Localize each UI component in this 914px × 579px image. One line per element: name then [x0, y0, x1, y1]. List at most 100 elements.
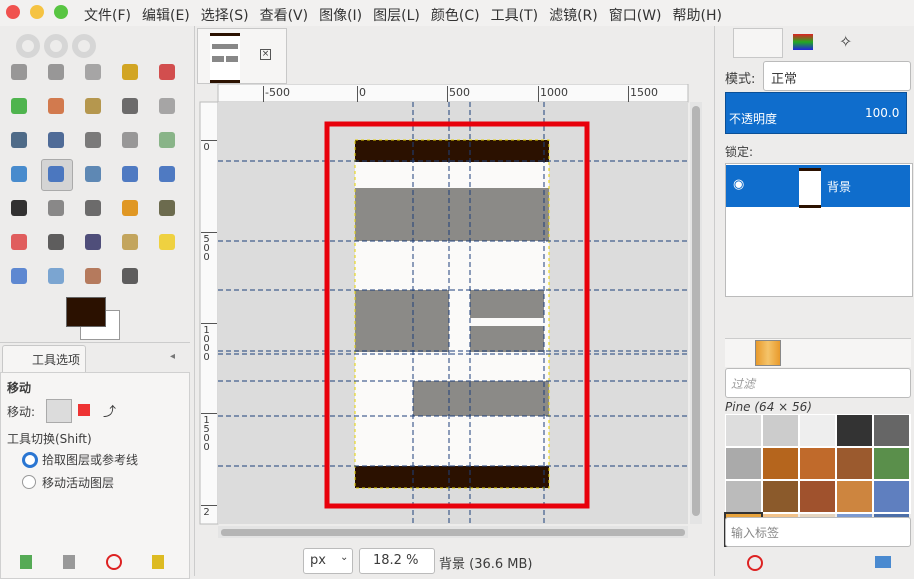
delete-button[interactable]	[106, 554, 122, 570]
channels-tab[interactable]	[793, 34, 813, 50]
tool-button[interactable]	[85, 64, 101, 80]
pattern-swatch[interactable]	[726, 448, 761, 479]
pattern-swatch[interactable]	[874, 415, 909, 446]
menu-item[interactable]: 编辑(E)	[141, 8, 190, 24]
tool-button[interactable]	[122, 200, 138, 216]
menu-item[interactable]: 文件(F)	[84, 8, 131, 24]
status-bar: px ⌄ 18.2 % 背景 (36.6 MB)	[195, 546, 710, 576]
pattern-swatch[interactable]	[800, 448, 835, 479]
thumb-block	[226, 56, 238, 62]
unit-box[interactable]	[303, 548, 353, 574]
zoom-box[interactable]	[359, 548, 435, 574]
tool-button[interactable]	[159, 98, 175, 114]
tool-button[interactable]	[48, 64, 64, 80]
v-thumb[interactable]	[692, 106, 700, 516]
pattern-swatch[interactable]	[874, 448, 909, 479]
h-thumb[interactable]	[221, 529, 685, 536]
thumb-block	[212, 56, 224, 62]
tool-button[interactable]	[48, 132, 64, 148]
save-button[interactable]	[20, 555, 32, 569]
menu-item[interactable]: 工具(T)	[490, 8, 539, 24]
menu-item[interactable]: 窗口(W)	[608, 8, 662, 24]
minimize-button[interactable]	[30, 5, 44, 19]
tool-button[interactable]	[122, 132, 138, 148]
pattern-swatch[interactable]	[800, 481, 835, 512]
tool-button[interactable]	[159, 200, 175, 216]
paths-tab[interactable]: ✧	[839, 32, 853, 51]
tool-button[interactable]	[85, 234, 101, 250]
close-button[interactable]	[6, 5, 20, 19]
tool-button[interactable]	[48, 200, 64, 216]
layer-mode[interactable]	[46, 399, 72, 423]
pattern-swatch[interactable]	[837, 448, 872, 479]
tool-button[interactable]	[159, 132, 175, 148]
pattern-swatch[interactable]	[763, 448, 798, 479]
tool-button[interactable]	[48, 234, 64, 250]
menu-item[interactable]: 查看(V)	[259, 8, 309, 24]
tool-button[interactable]	[11, 132, 27, 148]
visibility-eye[interactable]: ◉	[733, 177, 745, 192]
tool-button[interactable]	[122, 268, 138, 284]
pattern-swatch[interactable]	[726, 415, 761, 446]
layers-tab[interactable]	[733, 28, 783, 58]
pattern-swatch[interactable]	[763, 415, 798, 446]
menu-item[interactable]: 帮助(H)	[672, 8, 722, 24]
tab-menu[interactable]: ◂	[170, 351, 176, 362]
tool-button[interactable]	[85, 268, 101, 284]
menu-item[interactable]: 图像(I)	[319, 8, 363, 24]
tool-button[interactable]	[11, 234, 27, 250]
menu-item[interactable]: 选择(S)	[200, 8, 249, 24]
tool-button[interactable]	[85, 132, 101, 148]
path-mode[interactable]: ⤴	[103, 405, 117, 420]
tool-button[interactable]	[11, 200, 27, 216]
tool-button[interactable]	[85, 166, 101, 182]
tool-button[interactable]	[85, 200, 101, 216]
tool-button[interactable]	[11, 98, 27, 114]
opacity-slider[interactable]	[725, 92, 907, 134]
tool-button[interactable]	[159, 166, 175, 182]
tool-button[interactable]	[48, 98, 64, 114]
radio-on[interactable]	[22, 452, 38, 468]
tool-button[interactable]	[159, 64, 175, 80]
tool-button[interactable]	[159, 234, 175, 250]
dropdown-arrow: ⌄	[340, 552, 349, 563]
pattern-swatch[interactable]	[837, 415, 872, 446]
mode-box[interactable]	[763, 61, 911, 91]
tool-button[interactable]	[122, 166, 138, 182]
tool-button[interactable]	[11, 166, 27, 182]
menu-item[interactable]: 滤镜(R)	[549, 8, 598, 24]
open-button[interactable]	[875, 556, 891, 568]
tool-selected[interactable]	[41, 159, 73, 191]
tool-button[interactable]	[11, 268, 27, 284]
selection-mode[interactable]	[78, 404, 90, 416]
tool-button[interactable]	[85, 98, 101, 114]
option[interactable]: 拾取图层或参考线	[42, 453, 139, 467]
tool-button[interactable]	[122, 234, 138, 250]
foreground-color[interactable]	[66, 297, 106, 327]
tool-button[interactable]	[11, 64, 27, 80]
reset-button[interactable]	[152, 555, 164, 569]
menu-item[interactable]: 颜色(C)	[430, 8, 480, 24]
tab[interactable]	[2, 345, 86, 372]
pattern-swatch[interactable]	[763, 481, 798, 512]
pattern-swatch[interactable]	[874, 481, 909, 512]
mode: 正常	[771, 72, 798, 87]
image-tab[interactable]: ×	[197, 28, 287, 84]
tag-box[interactable]	[725, 517, 911, 547]
filter-box[interactable]	[725, 368, 911, 398]
tool-button[interactable]	[48, 268, 64, 284]
tool-button[interactable]	[122, 98, 138, 114]
restore-button[interactable]	[63, 555, 75, 569]
pattern-swatch[interactable]	[800, 415, 835, 446]
pattern-tab[interactable]	[755, 340, 781, 366]
tool-button[interactable]	[48, 166, 64, 182]
close-tab[interactable]: ×	[260, 49, 271, 60]
pattern-swatch[interactable]	[837, 481, 872, 512]
radio-off[interactable]	[22, 475, 36, 489]
menu-item[interactable]: 图层(L)	[373, 8, 420, 24]
pattern-swatch[interactable]	[726, 481, 761, 512]
delete-button[interactable]	[747, 555, 763, 571]
tool-button[interactable]	[122, 64, 138, 80]
maximize-button[interactable]	[54, 5, 68, 19]
option[interactable]: 移动活动图层	[42, 476, 115, 490]
